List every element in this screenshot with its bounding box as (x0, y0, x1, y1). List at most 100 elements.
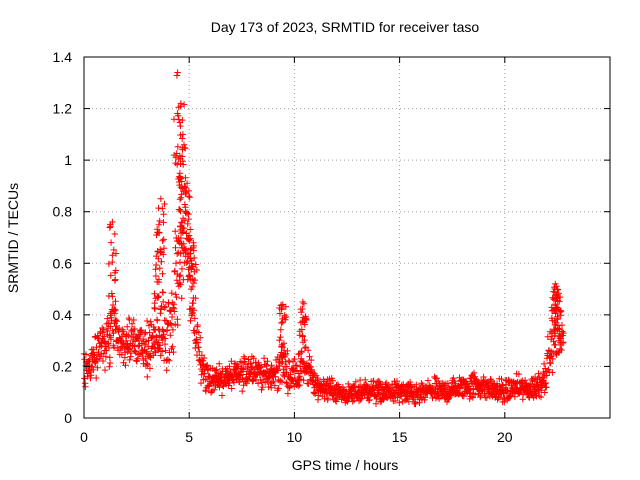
data-point (132, 348, 139, 355)
data-point (104, 315, 111, 322)
data-point (213, 366, 220, 373)
data-point (179, 225, 186, 232)
data-point (125, 345, 132, 352)
data-point (283, 379, 290, 386)
data-point (477, 392, 484, 399)
data-point (106, 354, 113, 361)
data-point (218, 371, 225, 378)
data-point (287, 382, 294, 389)
data-point (156, 265, 163, 272)
data-point (301, 336, 308, 344)
data-point (541, 380, 549, 387)
data-point (172, 159, 179, 167)
data-point (363, 382, 370, 389)
data-point (450, 374, 457, 382)
data-point (187, 226, 194, 233)
data-point (178, 191, 185, 198)
x-tick-label: 10 (287, 429, 303, 445)
data-point (110, 246, 117, 254)
data-point (306, 353, 313, 360)
data-point (549, 317, 556, 324)
y-tick-label: 1.4 (53, 49, 73, 65)
data-point (230, 379, 238, 386)
data-point (126, 356, 133, 364)
data-point (303, 316, 310, 324)
data-point (160, 236, 167, 243)
data-point (483, 394, 490, 401)
data-point (135, 333, 142, 340)
data-point (296, 381, 303, 389)
data-point (112, 306, 119, 314)
data-point (255, 359, 262, 366)
data-point (173, 72, 181, 79)
data-point (179, 131, 187, 138)
data-point (155, 229, 163, 237)
data-point (250, 355, 257, 362)
data-point (164, 326, 171, 334)
data-point (170, 151, 178, 159)
data-point (226, 363, 233, 370)
data-point (274, 367, 282, 374)
data-point (128, 320, 136, 327)
data-point (156, 345, 164, 352)
data-point (557, 333, 564, 340)
data-point (175, 104, 182, 111)
data-point (260, 355, 268, 362)
data-point (199, 357, 207, 365)
data-point (228, 385, 235, 392)
data-point (110, 329, 117, 337)
data-point (159, 270, 166, 277)
data-point (298, 309, 305, 316)
data-point (144, 361, 151, 368)
data-point (552, 341, 559, 348)
data-point (146, 353, 153, 360)
data-point (276, 310, 284, 317)
data-point (156, 217, 163, 225)
data-point (112, 267, 119, 274)
data-point (547, 360, 554, 367)
data-point (296, 350, 303, 357)
data-point (135, 342, 142, 350)
data-point (515, 370, 523, 378)
data-point (301, 344, 309, 352)
data-point (277, 333, 284, 341)
data-point (190, 307, 198, 314)
data-point (239, 387, 246, 395)
data-point (151, 348, 159, 355)
data-point (538, 387, 545, 394)
data-point (393, 377, 401, 385)
data-point (240, 365, 247, 372)
data-point (560, 339, 567, 346)
x-tick-label: 15 (392, 429, 408, 445)
data-point (135, 351, 142, 358)
data-point (151, 290, 158, 297)
data-point (82, 383, 89, 390)
data-point (168, 313, 176, 321)
data-point (142, 355, 149, 362)
data-point (279, 315, 286, 323)
data-point (349, 398, 356, 405)
data-point (179, 144, 186, 152)
data-point (366, 396, 373, 404)
data-point (172, 228, 179, 235)
data-point (496, 393, 504, 401)
data-point (176, 196, 184, 203)
data-point (190, 239, 197, 246)
data-point (192, 344, 199, 352)
data-point (134, 355, 141, 362)
data-point (168, 289, 175, 297)
x-tick-label: 5 (185, 429, 193, 445)
data-point (521, 377, 529, 384)
data-point (171, 308, 178, 315)
data-point (358, 395, 365, 402)
data-point (157, 352, 164, 359)
data-point (370, 386, 377, 393)
data-point (107, 272, 114, 279)
data-point (305, 380, 312, 387)
data-point (112, 316, 119, 324)
data-point (161, 317, 168, 324)
data-point (166, 357, 173, 364)
data-point (187, 255, 194, 263)
data-point (160, 245, 168, 252)
data-point (421, 394, 429, 401)
